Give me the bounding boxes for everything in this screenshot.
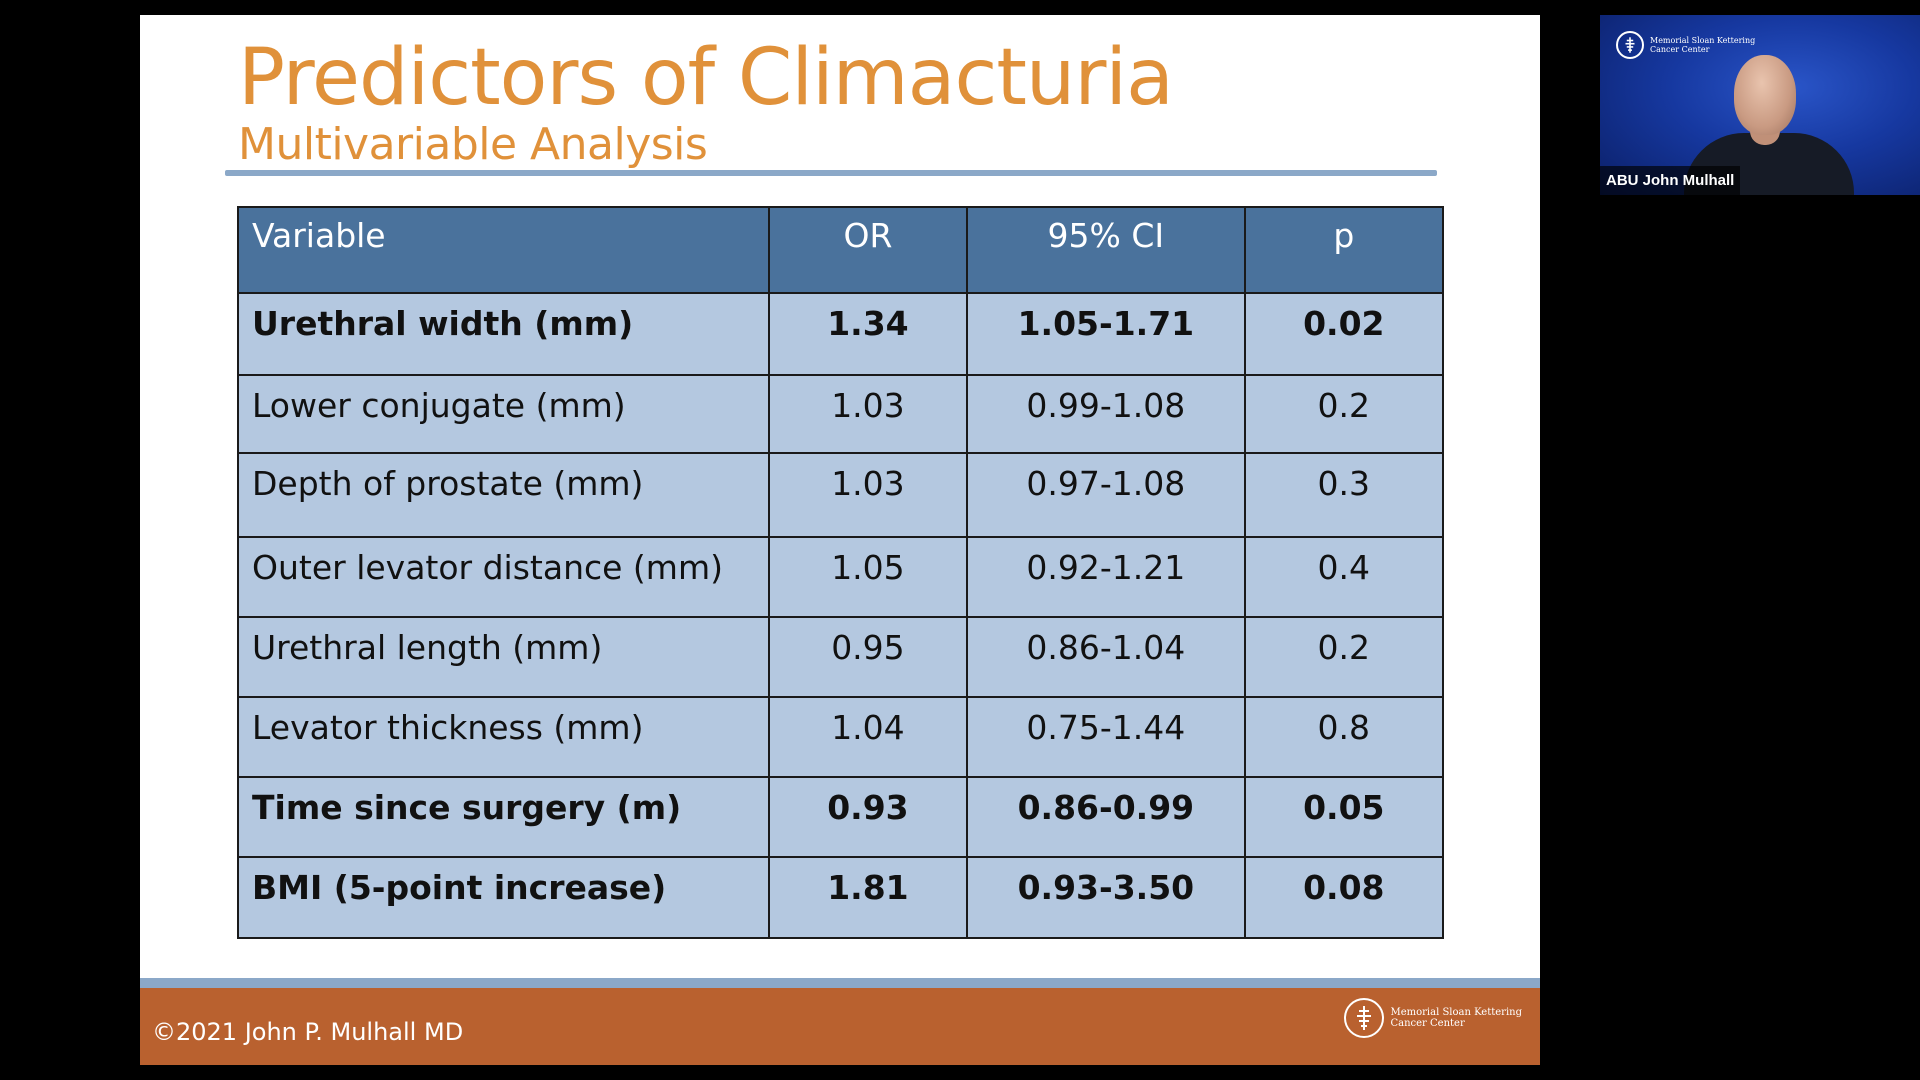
table-body: Urethral width (mm) 1.34 1.05-1.71 0.02 … <box>237 292 1445 939</box>
cell-p: 0.02 <box>1243 292 1445 376</box>
cell-p: 0.3 <box>1243 452 1445 538</box>
header-variable: Variable <box>237 206 770 294</box>
cell-variable: BMI (5-point increase) <box>237 856 770 939</box>
cell-variable: Levator thickness (mm) <box>237 696 770 778</box>
cell-variable: Lower conjugate (mm) <box>237 374 770 454</box>
results-table: Variable OR 95% CI p Urethral width (mm)… <box>237 206 1445 939</box>
header-or: OR <box>767 206 969 294</box>
cell-ci: 0.92-1.21 <box>966 536 1246 618</box>
tile-logo-line1: Memorial Sloan Kettering <box>1650 36 1756 45</box>
tile-logo: Memorial Sloan Kettering Cancer Center <box>1616 31 1755 59</box>
header-p: p <box>1243 206 1445 294</box>
cell-variable: Urethral length (mm) <box>237 616 770 698</box>
table-row: Urethral length (mm) 0.95 0.86-1.04 0.2 <box>237 616 1445 698</box>
cell-ci: 0.97-1.08 <box>966 452 1246 538</box>
cell-or: 1.05 <box>767 536 969 618</box>
cell-variable: Time since surgery (m) <box>237 776 770 858</box>
cell-p: 0.4 <box>1243 536 1445 618</box>
cell-ci: 0.86-0.99 <box>966 776 1246 858</box>
cell-p: 0.2 <box>1243 374 1445 454</box>
cell-or: 1.04 <box>767 696 969 778</box>
participant-name-label: ABU John Mulhall <box>1600 166 1741 195</box>
tile-logo-line2: Cancer Center <box>1650 45 1710 54</box>
cell-ci: 0.75-1.44 <box>966 696 1246 778</box>
footer-logo-line2: Cancer Center <box>1390 1018 1465 1029</box>
slide-subtitle: Multivariable Analysis <box>238 119 708 170</box>
cell-ci: 0.99-1.08 <box>966 374 1246 454</box>
table-row: Lower conjugate (mm) 1.03 0.99-1.08 0.2 <box>237 374 1445 454</box>
table-header-row: Variable OR 95% CI p <box>237 206 1445 294</box>
table-row: Urethral width (mm) 1.34 1.05-1.71 0.02 <box>237 292 1445 376</box>
cell-or: 0.95 <box>767 616 969 698</box>
footer-stripe <box>140 978 1540 988</box>
table-row: BMI (5-point increase) 1.81 0.93-3.50 0.… <box>237 856 1445 939</box>
footer-logo-text: Memorial Sloan Kettering Cancer Center <box>1390 1007 1522 1029</box>
cell-or: 1.03 <box>767 374 969 454</box>
cell-ci: 0.86-1.04 <box>966 616 1246 698</box>
cell-p: 0.08 <box>1243 856 1445 939</box>
tile-logo-text: Memorial Sloan Kettering Cancer Center <box>1650 36 1755 54</box>
slide-title: Predictors of Climacturia <box>238 33 1174 123</box>
shared-slide: Predictors of Climacturia Multivariable … <box>140 15 1540 1065</box>
msk-logo-icon <box>1344 998 1385 1038</box>
cell-variable: Depth of prostate (mm) <box>237 452 770 538</box>
cell-or: 1.34 <box>767 292 969 376</box>
cell-variable: Urethral width (mm) <box>237 292 770 376</box>
title-divider <box>225 170 1437 176</box>
table-row: Outer levator distance (mm) 1.05 0.92-1.… <box>237 536 1445 618</box>
footer-copyright: ©2021 John P. Mulhall MD <box>152 1018 464 1046</box>
table-row: Depth of prostate (mm) 1.03 0.97-1.08 0.… <box>237 452 1445 538</box>
cell-or: 1.03 <box>767 452 969 538</box>
header-ci: 95% CI <box>966 206 1246 294</box>
speaker-head <box>1734 55 1796 135</box>
participant-video-tile[interactable]: Memorial Sloan Kettering Cancer Center A… <box>1600 15 1920 195</box>
cell-or: 0.93 <box>767 776 969 858</box>
cell-or: 1.81 <box>767 856 969 939</box>
table-row: Levator thickness (mm) 1.04 0.75-1.44 0.… <box>237 696 1445 778</box>
cell-ci: 1.05-1.71 <box>966 292 1246 376</box>
msk-logo-icon <box>1616 31 1644 59</box>
footer-logo-line1: Memorial Sloan Kettering <box>1390 1007 1522 1018</box>
cell-p: 0.8 <box>1243 696 1445 778</box>
footer-logo: Memorial Sloan Kettering Cancer Center <box>1344 998 1522 1038</box>
cell-p: 0.05 <box>1243 776 1445 858</box>
cell-p: 0.2 <box>1243 616 1445 698</box>
cell-ci: 0.93-3.50 <box>966 856 1246 939</box>
slide-footer: ©2021 John P. Mulhall MD Memorial Sloan … <box>140 988 1540 1065</box>
cell-variable: Outer levator distance (mm) <box>237 536 770 618</box>
table-row: Time since surgery (m) 0.93 0.86-0.99 0.… <box>237 776 1445 858</box>
